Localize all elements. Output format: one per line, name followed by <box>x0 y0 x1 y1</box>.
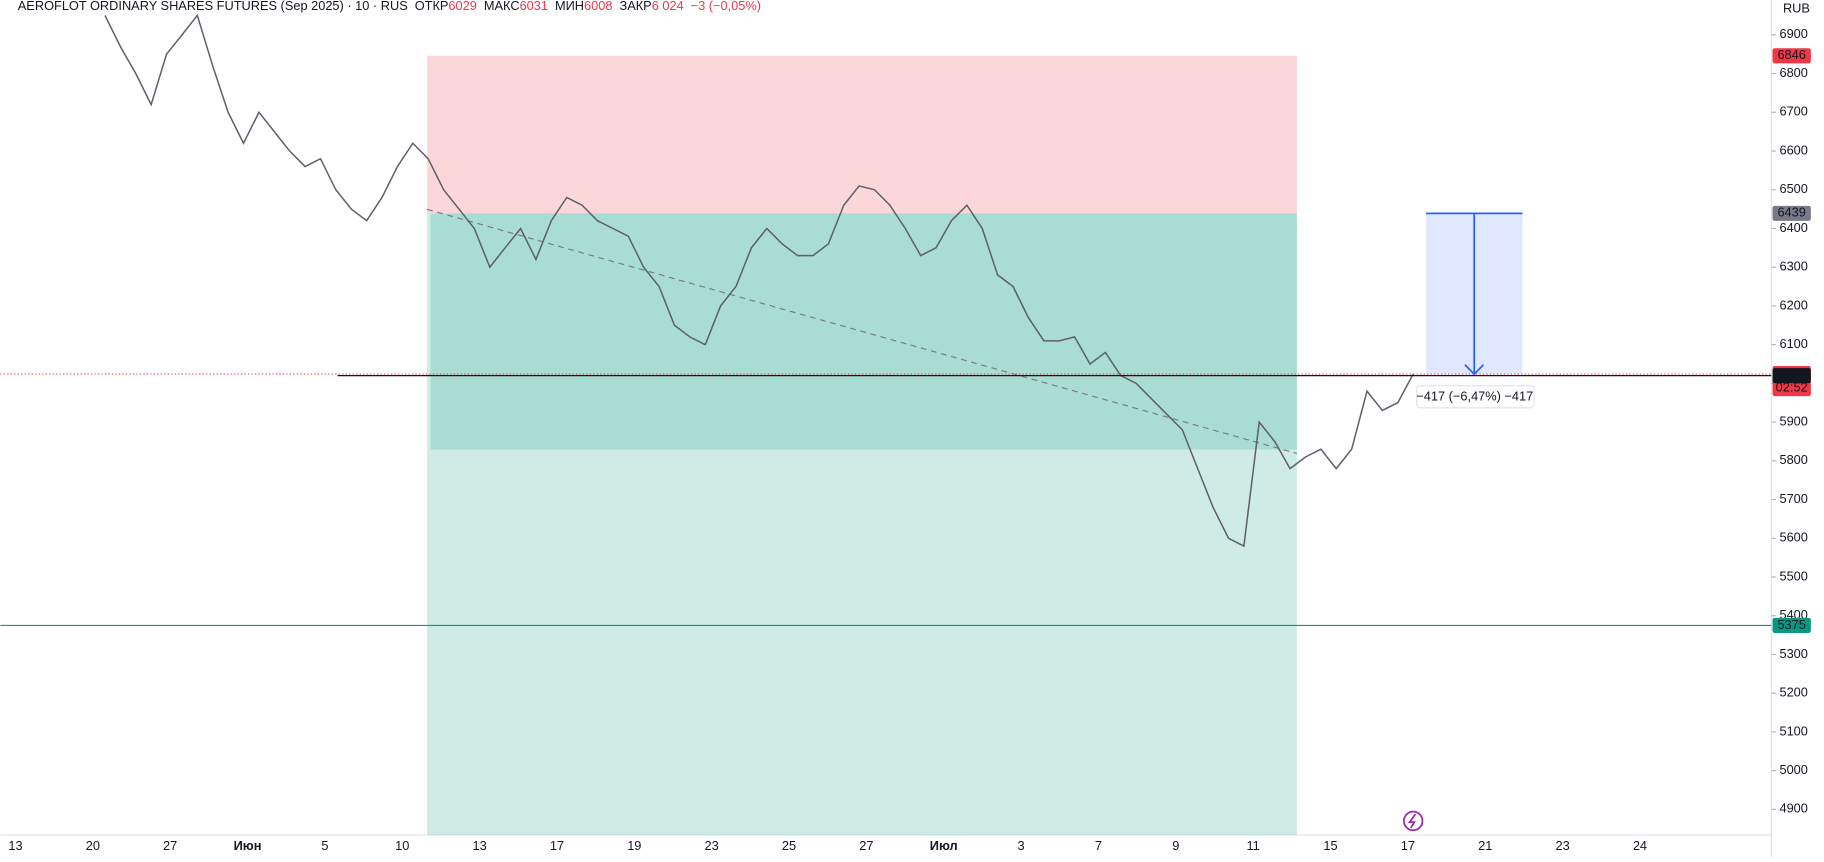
target-zone <box>427 213 1297 835</box>
y-tick-label: 6200 <box>1779 297 1807 312</box>
y-tick-label: 6600 <box>1779 142 1807 157</box>
price-level-badge <box>1772 617 1811 633</box>
x-tick-label: 7 <box>1095 838 1102 853</box>
y-tick-label: 5500 <box>1779 568 1807 583</box>
low: 6008 <box>584 0 612 13</box>
y-tick-label: 4900 <box>1779 801 1807 816</box>
x-tick-label: 27 <box>859 838 873 853</box>
price-line <box>104 13 1414 548</box>
x-tick-label: 19 <box>627 838 641 853</box>
y-tick-label: 5900 <box>1779 413 1807 428</box>
price-level-badge <box>1772 48 1811 64</box>
x-tick-label: 15 <box>1323 838 1337 853</box>
high: 6031 <box>520 0 548 13</box>
x-tick-label: 13 <box>472 838 486 853</box>
price-level-label: 5375 <box>1777 617 1805 632</box>
header-legend: AEROFLOT ORDINARY SHARES FUTURES (Sep 20… <box>18 0 761 13</box>
x-tick-label: 21 <box>1478 838 1492 853</box>
replay-icon[interactable] <box>1403 810 1424 832</box>
trend-line <box>426 208 1298 455</box>
y-tick-label: 5100 <box>1779 723 1807 738</box>
price-level-badge <box>1772 368 1811 384</box>
x-tick-label: 10 <box>395 838 409 853</box>
x-tick-label: 24 <box>1633 838 1647 853</box>
y-tick-label: 5700 <box>1779 491 1807 506</box>
y-tick-label: 6800 <box>1779 65 1807 80</box>
measure-arrow <box>1464 213 1485 376</box>
y-tick-label: 6400 <box>1779 220 1807 235</box>
y-tick-label: 5200 <box>1779 685 1807 700</box>
close: 6 024 <box>652 0 684 13</box>
y-tick-label: 6900 <box>1779 26 1807 41</box>
x-tick-label: 25 <box>782 838 796 853</box>
x-tick-label: 17 <box>1401 838 1415 853</box>
x-tick-label: 13 <box>8 838 22 853</box>
x-tick-label: 11 <box>1247 838 1260 853</box>
y-tick-label: 6100 <box>1779 336 1807 351</box>
price-level-badge <box>1772 205 1811 221</box>
symbol: AEROFLOT ORDINARY SHARES FUTURES (Sep 20… <box>18 0 408 13</box>
y-tick-label: 6300 <box>1779 259 1807 274</box>
x-tick-label: 17 <box>550 838 564 853</box>
currency: RUB <box>1783 1 1810 16</box>
y-tick-label: 5600 <box>1779 530 1807 545</box>
high-label: МАКС <box>484 0 520 13</box>
x-tick-label: 5 <box>321 838 328 853</box>
measure-label: −417 (−6,47%) −417 <box>1416 389 1533 404</box>
x-tick-label: Июл <box>930 838 958 853</box>
y-tick-label: 6500 <box>1779 181 1807 196</box>
x-tick-label: Июн <box>234 838 262 853</box>
x-tick-label: 9 <box>1172 838 1179 853</box>
close-label: ЗАКР <box>619 0 651 13</box>
measure-label-box <box>1416 385 1535 409</box>
x-tick-label: 23 <box>1555 838 1569 853</box>
open-label: ОТКР <box>415 0 449 13</box>
y-tick-label: 5000 <box>1779 762 1807 777</box>
y-tick-label: 5800 <box>1779 452 1807 467</box>
price-level-label: 6020 <box>1777 367 1805 382</box>
low-label: МИН <box>555 0 584 13</box>
y-tick-label: 6700 <box>1779 104 1807 119</box>
y-tick-label: 5300 <box>1779 646 1807 661</box>
x-tick-label: 27 <box>163 838 177 853</box>
open: 6029 <box>448 0 476 13</box>
price-level-label: 6439 <box>1777 205 1805 220</box>
x-tick-label: 3 <box>1018 838 1025 853</box>
x-tick-label: 20 <box>86 838 100 853</box>
price-level-label: 6846 <box>1777 47 1805 62</box>
change: −3 (−0,05%) <box>691 0 761 13</box>
x-tick-label: 23 <box>705 838 719 853</box>
stop-zone <box>427 55 1297 214</box>
